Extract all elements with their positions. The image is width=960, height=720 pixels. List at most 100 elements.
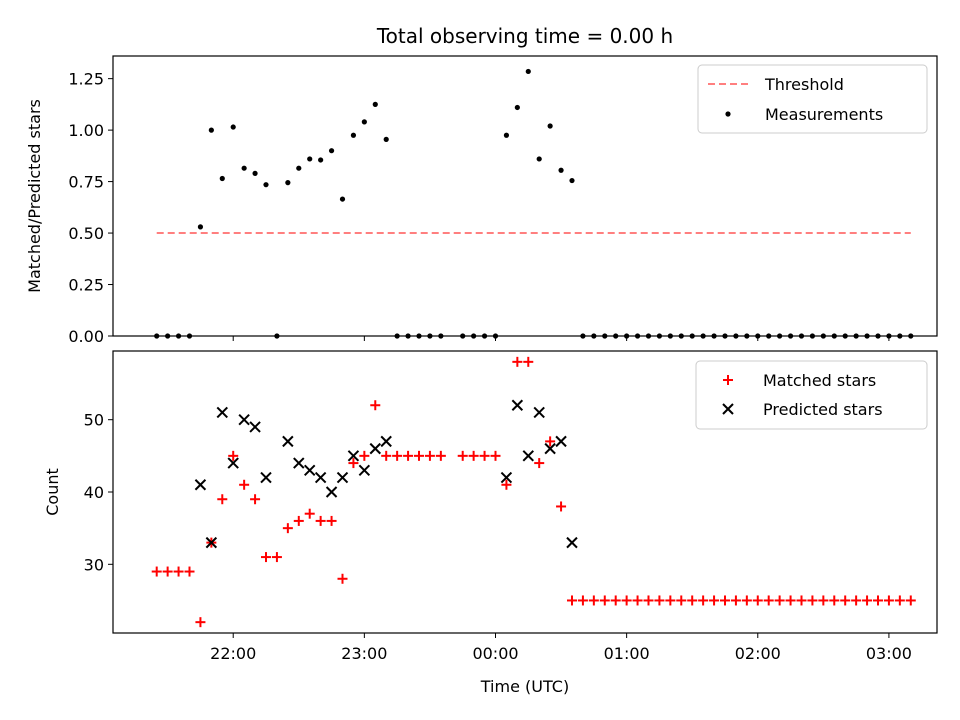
matched-star-point [643,595,654,606]
predicted-star-point [216,406,228,419]
measurement-point [263,182,269,188]
measurement-point [569,177,575,184]
measurement-point [372,101,378,107]
matched-star-point [829,595,840,606]
matched-star-point [654,595,665,606]
x-tick-label: 01:00 [604,644,650,663]
matched-star-point [501,479,512,490]
bottom-y-axis-label: Count [43,468,62,516]
predicted-star-point [555,435,567,448]
predicted-legend-swatch [722,403,734,415]
matched-star-point [577,595,588,606]
predicted-star-point [325,486,338,498]
measurement-point [241,165,247,171]
matched-star-point [621,595,632,606]
matched-star-point [512,356,523,367]
measurement-point [208,127,214,133]
predicted-legend-label: Predicted stars [763,400,883,419]
matched-star-point [260,552,271,563]
matched-star-point [151,566,162,577]
predicted-star-point [358,464,371,477]
predicted-star-point [238,413,250,426]
measurement-point [219,175,225,182]
predicted-star-point [380,435,392,448]
matched-star-point [435,450,446,461]
matched-star-point [709,595,720,606]
matched-star-point [698,595,709,606]
bottom-y-axis: 30 40 50 [84,411,113,574]
measurement-point [285,180,291,186]
matched-star-point [752,595,763,606]
matched-star-point [173,566,184,577]
matched-star-point [162,566,173,577]
matched-star-point [556,501,567,512]
matched-star-point [872,595,883,606]
matched-star-point [403,450,414,461]
matched-star-point [293,515,304,526]
y-tick-label: 0.25 [68,276,104,295]
matched-star-point [239,479,250,490]
predicted-star-point [533,406,545,419]
matched-star-point [326,515,337,526]
measurement-point [318,157,324,163]
measurement-point [252,170,258,176]
predicted-star-point [522,450,534,462]
y-tick-label: 1.25 [68,70,104,89]
y-tick-label: 0.50 [68,224,104,243]
matched-swatch-mark [723,375,733,385]
count-panel: Count Time (UTC) 30 40 50 22:00 23:00 00:00 0… [43,350,938,696]
matched-star-point [304,508,315,519]
matched-star-point [468,450,479,461]
measurement-point [361,119,367,125]
matched-star-point [774,595,785,606]
predicted-star-point [282,435,294,448]
measurements-legend-swatch [725,111,731,117]
predicted-star-point [314,471,327,484]
measurement-point [536,156,542,162]
measurement-point [503,132,510,138]
measurement-point [514,104,520,111]
matched-star-point [184,566,195,577]
matched-star-point [348,458,359,469]
predicted-star-point [347,450,360,462]
matched-star-point [490,450,501,461]
matched-star-point [676,595,687,606]
matched-star-point [610,595,621,606]
matched-star-point [632,595,643,606]
y-tick-label: 30 [84,555,104,574]
matched-star-point [413,450,424,461]
bottom-x-axis-label: Time (UTC) [480,677,569,696]
matched-star-point [282,523,293,534]
predicted-star-point [511,399,524,411]
matched-star-point [566,595,577,606]
top-y-axis-label: Matched/Predicted stars [25,99,44,293]
measurement-point [383,136,389,142]
predicted-star-point [500,471,513,484]
predicted-swatch-mark [722,403,734,415]
top-chart-title: Total observing time = 0.00 h [376,24,673,48]
matched-star-point [763,595,774,606]
x-tick-label: 23:00 [341,644,387,663]
matched-star-point [840,595,851,606]
matched-star-point [883,595,894,606]
measurement-point [547,123,553,129]
matched-star-point [818,595,829,606]
matched-star-point [741,595,752,606]
matched-star-point [381,450,392,461]
predicted-star-point [544,442,556,455]
matched-star-point [796,595,807,606]
matched-star-point [719,595,730,606]
predicted-star-point [194,479,207,491]
matched-star-point [534,458,545,469]
predicted-star-point [566,536,578,549]
matched-star-point [894,595,905,606]
measurement-point [296,165,302,171]
predicted-star-point [249,421,261,433]
top-legend: Threshold Measurements [697,64,928,134]
top-plot-frame [112,55,938,337]
measurement-point [230,124,236,130]
matched-star-point [807,595,818,606]
matched-star-point [665,595,676,606]
matched-star-point [359,450,370,461]
predicted-star-point [260,471,272,484]
